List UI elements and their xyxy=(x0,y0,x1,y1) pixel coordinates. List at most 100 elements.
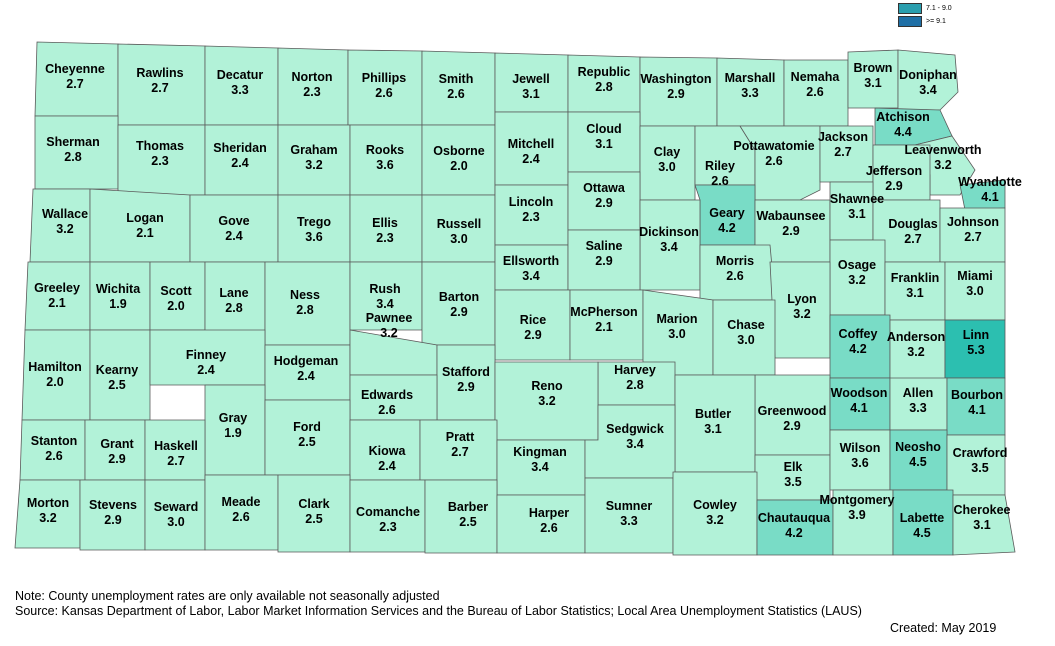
county-rate-label: 2.6 xyxy=(806,85,823,99)
county-rate-label: 2.6 xyxy=(378,403,395,417)
county-rate-label: 2.8 xyxy=(595,80,612,94)
county-doniphan xyxy=(897,49,959,111)
county-rate-label: 2.1 xyxy=(48,296,65,310)
county-rate-label: 3.2 xyxy=(538,394,555,408)
county-rate-label: 3.2 xyxy=(793,307,810,321)
county-rate-label: 2.9 xyxy=(782,224,799,238)
county-name-label: Montgomery xyxy=(820,493,895,507)
county-rate-label: 2.8 xyxy=(64,150,81,164)
county-name-label: Meade xyxy=(222,495,261,509)
county-name-label: Rice xyxy=(520,313,546,327)
county-name-label: Riley xyxy=(705,159,735,173)
county-rate-label: 2.5 xyxy=(108,378,125,392)
county-name-label: Kiowa xyxy=(369,444,407,458)
map-legend: 7.1 - 9.0 >= 9.1 xyxy=(898,2,952,28)
county-rate-label: 2.9 xyxy=(457,380,474,394)
county-name-label: Decatur xyxy=(217,68,264,82)
county-name-label: Nemaha xyxy=(791,70,841,84)
county-rate-label: 2.1 xyxy=(136,226,153,240)
county-name-label: Seward xyxy=(154,500,198,514)
county-name-label: Wyandotte xyxy=(958,175,1022,189)
county-name-label: Geary xyxy=(709,206,744,220)
county-rate-label: 4.5 xyxy=(909,455,926,469)
county-rate-label: 2.6 xyxy=(232,510,249,524)
county-name-label: Barton xyxy=(439,290,479,304)
county-rate-label: 2.7 xyxy=(834,145,851,159)
county-name-label: Logan xyxy=(126,211,164,225)
county-name-label: Grant xyxy=(100,437,134,451)
county-rate-label: 3.6 xyxy=(376,158,393,172)
county-rate-label: 2.6 xyxy=(726,269,743,283)
county-rate-label: 1.9 xyxy=(109,297,126,311)
county-rate-label: 3.3 xyxy=(620,514,637,528)
county-name-label: Cowley xyxy=(693,498,737,512)
county-name-label: Labette xyxy=(900,511,945,525)
county-rate-label: 2.0 xyxy=(167,299,184,313)
county-name-label: Stanton xyxy=(31,434,78,448)
county-name-label: Sumner xyxy=(606,499,653,513)
county-rate-label: 4.2 xyxy=(849,342,866,356)
county-name-label: Barber xyxy=(448,500,488,514)
county-rate-label: 3.1 xyxy=(595,137,612,151)
county-name-label: Clay xyxy=(654,145,680,159)
county-name-label: Pawnee xyxy=(366,311,413,325)
county-name-label: Kearny xyxy=(96,363,138,377)
county-name-label: Butler xyxy=(695,407,731,421)
county-rate-label: 3.2 xyxy=(305,158,322,172)
county-rate-label: 2.5 xyxy=(459,515,476,529)
county-rate-label: 2.8 xyxy=(225,301,242,315)
county-rate-label: 3.2 xyxy=(39,511,56,525)
county-name-label: Lincoln xyxy=(509,195,553,209)
county-name-label: Ellis xyxy=(372,216,398,230)
county-rate-label: 2.9 xyxy=(595,254,612,268)
county-rate-label: 2.4 xyxy=(225,229,242,243)
county-rate-label: 3.1 xyxy=(864,76,881,90)
map-notes: Note: County unemployment rates are only… xyxy=(15,589,862,619)
county-name-label: Harvey xyxy=(614,363,656,377)
county-rate-label: 3.5 xyxy=(784,475,801,489)
county-name-label: Jewell xyxy=(512,72,550,86)
county-rate-label: 2.0 xyxy=(46,375,63,389)
county-rate-label: 3.4 xyxy=(531,460,548,474)
county-rate-label: 3.6 xyxy=(851,456,868,470)
county-rate-label: 2.9 xyxy=(667,87,684,101)
created-date: Created: May 2019 xyxy=(890,621,997,635)
county-rate-label: 2.3 xyxy=(151,154,168,168)
county-rate-label: 2.4 xyxy=(378,459,395,473)
legend-item: >= 9.1 xyxy=(898,15,952,28)
county-name-label: Reno xyxy=(531,379,563,393)
county-rate-label: 4.1 xyxy=(981,190,998,204)
legend-label: >= 9.1 xyxy=(926,18,946,25)
county-rate-label: 3.0 xyxy=(167,515,184,529)
county-name-label: Osborne xyxy=(433,144,484,158)
county-rate-label: 4.5 xyxy=(913,526,930,540)
county-name-label: Washington xyxy=(640,72,711,86)
county-rate-label: 2.3 xyxy=(303,85,320,99)
county-rate-label: 3.2 xyxy=(56,222,73,236)
county-name-label: Saline xyxy=(586,239,623,253)
county-rate-label: 3.4 xyxy=(660,240,677,254)
county-rate-label: 3.3 xyxy=(231,83,248,97)
county-name-label: Wabaunsee xyxy=(756,209,825,223)
county-name-label: Lane xyxy=(219,286,248,300)
county-name-label: Linn xyxy=(963,328,989,342)
county-name-label: Crawford xyxy=(953,446,1008,460)
county-name-label: Finney xyxy=(186,348,226,362)
county-rate-label: 2.7 xyxy=(451,445,468,459)
legend-item: 7.1 - 9.0 xyxy=(898,2,952,15)
county-rate-label: 3.4 xyxy=(626,437,643,451)
county-rate-label: 2.4 xyxy=(231,156,248,170)
county-rate-label: 2.6 xyxy=(375,86,392,100)
county-name-label: Wallace xyxy=(42,207,88,221)
legend-swatch xyxy=(898,16,922,27)
county-rate-label: 2.8 xyxy=(296,303,313,317)
county-rate-label: 3.2 xyxy=(848,273,865,287)
county-name-label: Hamilton xyxy=(28,360,81,374)
county-rate-label: 3.0 xyxy=(658,160,675,174)
county-rate-label: 5.3 xyxy=(967,343,984,357)
county-rate-label: 4.2 xyxy=(785,526,802,540)
county-rate-label: 3.2 xyxy=(706,513,723,527)
county-rate-label: 3.1 xyxy=(522,87,539,101)
county-rate-label: 3.1 xyxy=(906,286,923,300)
county-name-label: Coffey xyxy=(839,327,878,341)
